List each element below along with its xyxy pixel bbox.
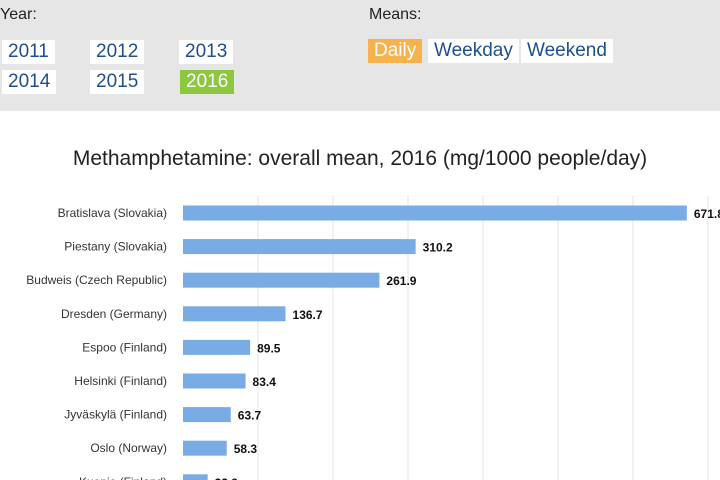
value-label-budweis-czech-republic: 261.9 [386,274,416,288]
bar-piestany-slovakia[interactable] [183,239,416,255]
chart-title: Methamphetamine: overall mean, 2016 (mg/… [72,147,648,170]
bar-espoo-finland[interactable] [183,339,251,355]
value-label-espoo-finland: 89.5 [257,341,281,355]
value-label-oslo-norway: 58.3 [234,442,258,456]
category-label-jyv-skyl-finland: Jyväskylä (Finland) [64,408,167,422]
category-label-budweis-czech-republic: Budweis (Czech Republic) [26,273,167,287]
year-option-2012[interactable]: 2012 [90,40,145,64]
year-option-2011[interactable]: 2011 [2,40,55,64]
category-label-bratislava-slovakia: Bratislava (Slovakia) [58,206,167,220]
bar-jyv-skyl-finland[interactable] [183,407,231,423]
year-option-2014[interactable]: 2014 [2,70,57,94]
year-label: Year: [0,6,37,23]
value-label-kuopio-finland: 32.9 [215,476,239,480]
year-option-2015[interactable]: 2015 [90,70,145,94]
value-label-jyv-skyl-finland: 63.7 [238,409,262,423]
category-label-oslo-norway: Oslo (Norway) [90,441,167,455]
means-option-weekend[interactable]: Weekend [521,39,613,63]
value-label-bratislava-slovakia: 671.8 [694,207,720,221]
means-label: Means: [369,6,422,23]
value-label-helsinki-finland: 83.4 [253,375,277,389]
category-label-kuopio-finland: Kuopio (Finland) [79,475,167,480]
means-option-daily[interactable]: Daily [368,39,423,63]
bar-bratislava-slovakia[interactable] [183,205,687,221]
category-label-espoo-finland: Espoo (Finland) [82,340,167,354]
category-label-dresden-germany: Dresden (Germany) [61,307,167,321]
year-option-2013[interactable]: 2013 [179,40,234,64]
bar-budweis-czech-republic[interactable] [183,272,380,288]
year-option-2016[interactable]: 2016 [180,70,235,94]
bar-dresden-germany[interactable] [183,306,286,322]
category-label-piestany-slovakia: Piestany (Slovakia) [64,240,167,254]
bar-helsinki-finland[interactable] [183,373,246,389]
filter-panel: Year: 2011 2012 2013 2014 2015 2016 Mean… [0,0,720,111]
value-label-piestany-slovakia: 310.2 [423,241,453,255]
means-option-weekday[interactable]: Weekday [428,39,519,63]
value-label-dresden-germany: 136.7 [293,308,323,322]
bar-kuopio-finland[interactable] [183,474,208,480]
bar-oslo-norway[interactable] [183,440,227,456]
category-label-helsinki-finland: Helsinki (Finland) [74,374,167,388]
